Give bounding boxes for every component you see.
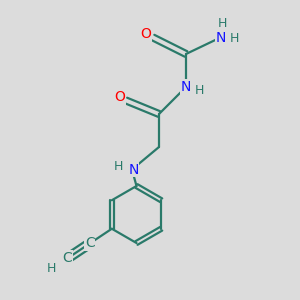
Text: O: O — [140, 28, 151, 41]
Text: N: N — [128, 163, 139, 176]
Text: H: H — [195, 83, 204, 97]
Text: H: H — [47, 262, 56, 275]
Text: C: C — [62, 251, 72, 265]
Text: N: N — [215, 31, 226, 44]
Text: H: H — [114, 160, 123, 173]
Text: C: C — [85, 236, 95, 250]
Text: H: H — [229, 32, 239, 46]
Text: N: N — [181, 80, 191, 94]
Text: O: O — [114, 90, 125, 104]
Text: H: H — [217, 16, 227, 30]
